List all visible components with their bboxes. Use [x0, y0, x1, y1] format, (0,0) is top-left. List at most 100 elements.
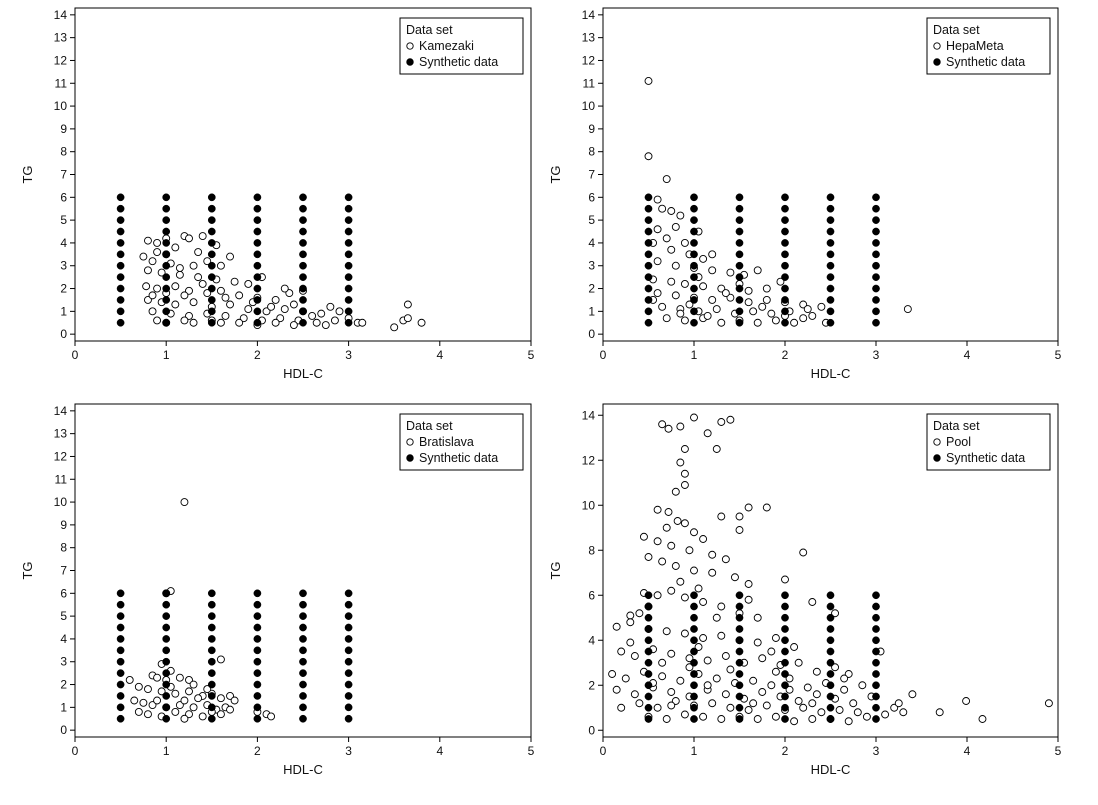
data-point-open: [667, 701, 676, 710]
data-point-open: [676, 422, 685, 431]
data-point-open: [335, 307, 344, 316]
synthetic-data-point: [826, 239, 835, 247]
y-tick-label: 9: [60, 122, 67, 136]
synthetic-data-point: [344, 193, 353, 202]
synthetic-data-point: [644, 204, 653, 213]
synthetic-data-point: [116, 250, 125, 259]
synthetic-data-point: [344, 623, 353, 632]
data-point-open: [617, 703, 626, 712]
data-point-open: [662, 314, 671, 323]
y-tick-label: 13: [54, 31, 68, 45]
synthetic-data-point: [162, 261, 171, 270]
data-point-open: [653, 257, 662, 266]
data-point-open: [781, 575, 789, 584]
data-point-open: [685, 663, 694, 672]
synthetic-data-point: [735, 273, 744, 281]
synthetic-data-point: [690, 239, 698, 247]
legend-title: Data set: [933, 23, 980, 37]
synthetic-data-point: [344, 669, 353, 677]
synthetic-data-point: [690, 284, 698, 293]
synthetic-data-point: [299, 646, 307, 655]
synthetic-data-point: [344, 680, 353, 689]
synthetic-data-point: [781, 647, 789, 656]
synthetic-data-point: [690, 307, 698, 316]
data-point-open: [175, 270, 184, 279]
data-point-open: [221, 311, 230, 320]
data-point-open: [144, 685, 152, 694]
data-point-open: [621, 674, 630, 683]
synthetic-data-point: [207, 623, 216, 632]
y-tick-label: 12: [54, 449, 68, 463]
legend: Data set HepaMeta Synthetic data: [926, 17, 1051, 75]
data-point-open: [653, 195, 662, 204]
synthetic-data-point: [116, 589, 125, 598]
synthetic-data-point: [826, 681, 835, 690]
data-point-open: [144, 295, 152, 304]
synthetic-data-point: [826, 204, 835, 213]
synthetic-data-point: [299, 692, 307, 700]
synthetic-data-point: [253, 692, 262, 700]
data-point-open: [894, 699, 903, 708]
synthetic-data-point: [299, 239, 307, 247]
synthetic-data-point: [872, 227, 880, 236]
data-point-open: [664, 508, 673, 516]
y-tick-label: 6: [60, 586, 67, 600]
synthetic-data-point: [872, 625, 880, 633]
data-point-open: [799, 314, 808, 323]
data-point-open: [662, 627, 671, 636]
legend-entry: Bratislava: [419, 435, 474, 449]
data-point-open: [358, 318, 367, 327]
synthetic-data-point: [299, 273, 307, 281]
synthetic-data-point: [207, 193, 216, 202]
synthetic-data-point: [735, 703, 744, 712]
synthetic-data-point: [253, 204, 262, 213]
data-point-open: [612, 622, 621, 631]
synthetic-data-point: [207, 307, 216, 316]
synthetic-data-point: [690, 681, 698, 690]
synthetic-data-point: [690, 273, 698, 281]
legend-entry: HepaMeta: [946, 39, 1004, 53]
synthetic-data-point: [162, 296, 171, 304]
data-point-open: [699, 282, 708, 291]
y-axis-title: TG: [548, 561, 563, 579]
synthetic-data-point: [826, 692, 835, 701]
synthetic-data-point: [826, 591, 835, 600]
data-point-open: [271, 295, 280, 304]
synthetic-data-point: [872, 239, 880, 247]
synthetic-data-point: [872, 273, 880, 281]
data-point-open: [180, 696, 189, 705]
data-point-open: [230, 277, 239, 286]
synthetic-data-point: [781, 204, 789, 213]
synthetic-data-point: [344, 239, 353, 247]
y-tick-label: 6: [60, 190, 67, 204]
synthetic-data-point: [872, 193, 880, 202]
synthetic-data-point: [690, 636, 698, 645]
synthetic-data-point: [116, 284, 125, 293]
data-point-open: [680, 519, 689, 528]
data-point-open: [790, 643, 799, 651]
data-point-open: [762, 701, 771, 710]
synthetic-data-point: [162, 239, 171, 247]
data-point-open: [198, 280, 207, 288]
data-point-open: [812, 690, 821, 699]
x-tick-label: 1: [163, 744, 170, 758]
y-tick-label: 5: [60, 609, 67, 623]
data-point-open: [139, 252, 148, 261]
synthetic-data-point: [299, 657, 307, 666]
data-point-open: [148, 291, 157, 300]
data-point-open: [699, 634, 708, 642]
data-point-open: [726, 703, 735, 712]
synthetic-data-point: [207, 261, 216, 270]
data-point-open: [185, 286, 193, 295]
data-point-open: [794, 697, 803, 705]
data-point-open: [694, 584, 703, 593]
data-point-open: [189, 298, 198, 307]
data-point-open: [312, 318, 321, 327]
synthetic-data-point: [253, 216, 262, 224]
synthetic-data-point: [207, 204, 216, 213]
synthetic-data-point: [344, 646, 353, 655]
synthetic-data-point: [299, 307, 307, 316]
synthetic-data-point: [781, 273, 789, 281]
synthetic-data-point: [116, 296, 125, 304]
